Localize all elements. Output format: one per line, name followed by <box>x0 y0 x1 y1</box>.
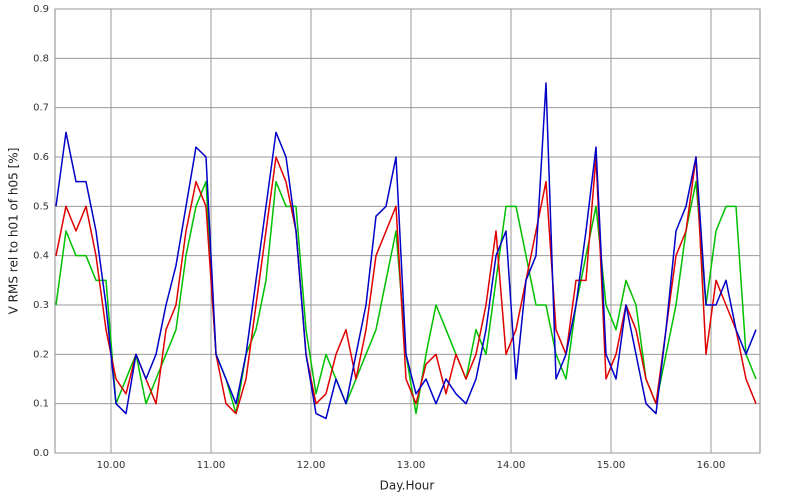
y-tick-label: 0.2 <box>33 349 49 360</box>
y-tick-label: 0.1 <box>33 399 49 410</box>
y-tick-label: 0.7 <box>33 103 49 114</box>
data-line <box>55 82 757 420</box>
y-tick-label: 0.0 <box>33 448 49 459</box>
x-axis-label: Day.Hour <box>380 479 435 493</box>
x-tick-label: 10.00 <box>97 460 126 471</box>
x-tick-label: 15.00 <box>597 460 626 471</box>
data-line <box>55 156 757 415</box>
y-tick-label: 0.4 <box>33 251 49 262</box>
x-tick-label: 12.00 <box>297 460 326 471</box>
y-tick-label: 0.8 <box>33 53 49 64</box>
x-tick-label: 13.00 <box>397 460 426 471</box>
y-tick-label: 0.9 <box>33 4 49 15</box>
y-axis-label: V RMS rel to h01 of h05 [%] <box>7 148 21 315</box>
x-tick-label: 11.00 <box>197 460 226 471</box>
x-tick-label: 16.00 <box>697 460 726 471</box>
y-tick-label: 0.3 <box>33 300 49 311</box>
plot-area <box>54 8 761 454</box>
x-tick-label: 14.00 <box>497 460 526 471</box>
y-tick-label: 0.6 <box>33 152 49 163</box>
y-tick-label: 0.5 <box>33 201 49 212</box>
